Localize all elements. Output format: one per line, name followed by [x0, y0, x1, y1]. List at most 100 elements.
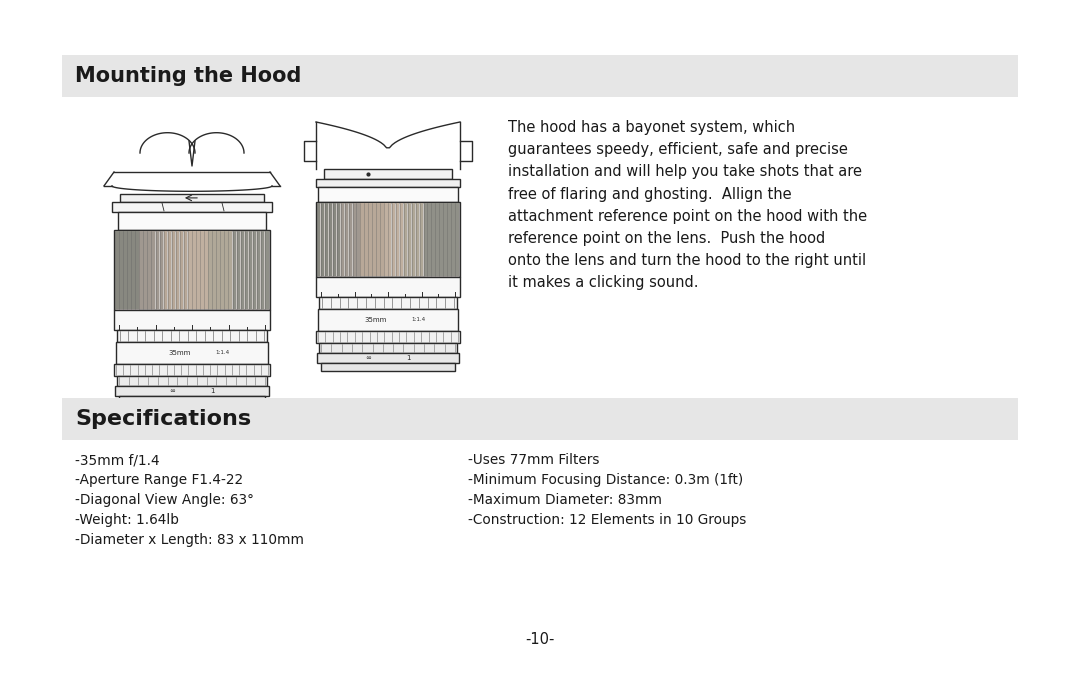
Text: -Aperture Range F1.4-22: -Aperture Range F1.4-22	[75, 473, 243, 487]
Bar	[114, 364, 270, 376]
Bar	[156, 231, 159, 309]
Text: 1: 1	[406, 354, 410, 361]
Text: The hood has a bayonet system, which
guarantees speedy, efficient, safe and prec: The hood has a bayonet system, which gua…	[508, 120, 867, 291]
Bar	[337, 203, 340, 275]
Text: -10-: -10-	[525, 633, 555, 648]
Text: -35mm f/1.4: -35mm f/1.4	[75, 453, 160, 467]
Text: 1:1.4: 1:1.4	[410, 317, 426, 322]
Text: -Weight: 1.64lb: -Weight: 1.64lb	[75, 513, 179, 527]
Bar	[208, 231, 212, 309]
Bar	[213, 231, 216, 309]
Bar	[423, 203, 427, 275]
Bar	[400, 203, 403, 275]
Bar	[396, 203, 400, 275]
Bar	[443, 203, 447, 275]
Bar	[373, 203, 376, 275]
Bar	[131, 231, 135, 309]
Text: -Diagonal View Angle: 63°: -Diagonal View Angle: 63°	[75, 493, 254, 507]
Bar	[237, 231, 240, 309]
Bar	[321, 363, 455, 370]
Text: -Uses 77mm Filters: -Uses 77mm Filters	[468, 453, 599, 467]
Bar	[184, 231, 188, 309]
Bar	[324, 168, 453, 179]
Bar	[167, 231, 172, 309]
Bar	[325, 203, 328, 275]
Text: Mounting the Hood: Mounting the Hood	[75, 66, 301, 86]
Bar	[127, 231, 131, 309]
Bar	[188, 231, 191, 309]
Bar	[333, 203, 336, 275]
Text: 1: 1	[210, 388, 214, 394]
Bar	[117, 330, 267, 342]
Bar	[319, 297, 457, 308]
Bar	[204, 231, 207, 309]
Bar	[431, 203, 435, 275]
Bar	[435, 203, 438, 275]
Text: -Minimum Focusing Distance: 0.3m (1ft): -Minimum Focusing Distance: 0.3m (1ft)	[468, 473, 743, 487]
Bar	[119, 231, 123, 309]
Bar	[321, 203, 324, 275]
Bar	[139, 231, 143, 309]
Bar	[144, 231, 147, 309]
Bar	[123, 231, 126, 309]
Bar	[316, 277, 460, 297]
Bar	[180, 231, 184, 309]
Bar	[451, 203, 455, 275]
Bar	[241, 231, 244, 309]
Bar	[345, 203, 348, 275]
Bar	[148, 231, 151, 309]
Bar	[392, 203, 395, 275]
Bar	[116, 342, 268, 364]
Bar	[114, 230, 270, 310]
Bar	[318, 187, 458, 201]
Text: Specifications: Specifications	[75, 409, 252, 429]
Bar	[192, 231, 195, 309]
Bar	[368, 203, 372, 275]
Text: ∞: ∞	[365, 354, 370, 361]
Bar	[340, 203, 345, 275]
Bar	[62, 398, 1018, 440]
Bar	[318, 308, 458, 330]
Bar	[455, 203, 459, 275]
Bar	[388, 203, 391, 275]
Bar	[356, 203, 360, 275]
Bar	[364, 203, 368, 275]
Bar	[257, 231, 260, 309]
Bar	[261, 231, 265, 309]
Text: -Diameter x Length: 83 x 110mm: -Diameter x Length: 83 x 110mm	[75, 533, 303, 547]
Text: 1:1.4: 1:1.4	[215, 350, 229, 355]
Bar	[447, 203, 450, 275]
Bar	[112, 202, 272, 212]
Bar	[225, 231, 228, 309]
Bar	[440, 203, 443, 275]
Bar	[380, 203, 383, 275]
Bar	[197, 231, 200, 309]
Bar	[319, 343, 457, 352]
Bar	[384, 203, 388, 275]
Text: -Construction: 12 Elements in 10 Groups: -Construction: 12 Elements in 10 Groups	[468, 513, 746, 527]
Bar	[248, 231, 253, 309]
Bar	[118, 212, 266, 230]
Bar	[352, 203, 356, 275]
Bar	[200, 231, 204, 309]
Bar	[318, 352, 459, 363]
Bar	[253, 231, 256, 309]
Bar	[404, 203, 407, 275]
Bar	[316, 179, 460, 187]
Bar	[220, 231, 224, 309]
Bar	[328, 203, 333, 275]
Bar	[172, 231, 175, 309]
Bar	[114, 310, 270, 330]
Bar	[428, 203, 431, 275]
Bar	[216, 231, 220, 309]
Text: 35mm: 35mm	[365, 317, 388, 323]
Bar	[176, 231, 179, 309]
Bar	[316, 201, 460, 277]
Bar	[117, 376, 267, 386]
Bar	[62, 55, 1018, 97]
Bar	[120, 194, 264, 202]
Bar	[229, 231, 232, 309]
Bar	[114, 386, 269, 396]
Bar	[160, 231, 163, 309]
Bar	[114, 231, 119, 309]
